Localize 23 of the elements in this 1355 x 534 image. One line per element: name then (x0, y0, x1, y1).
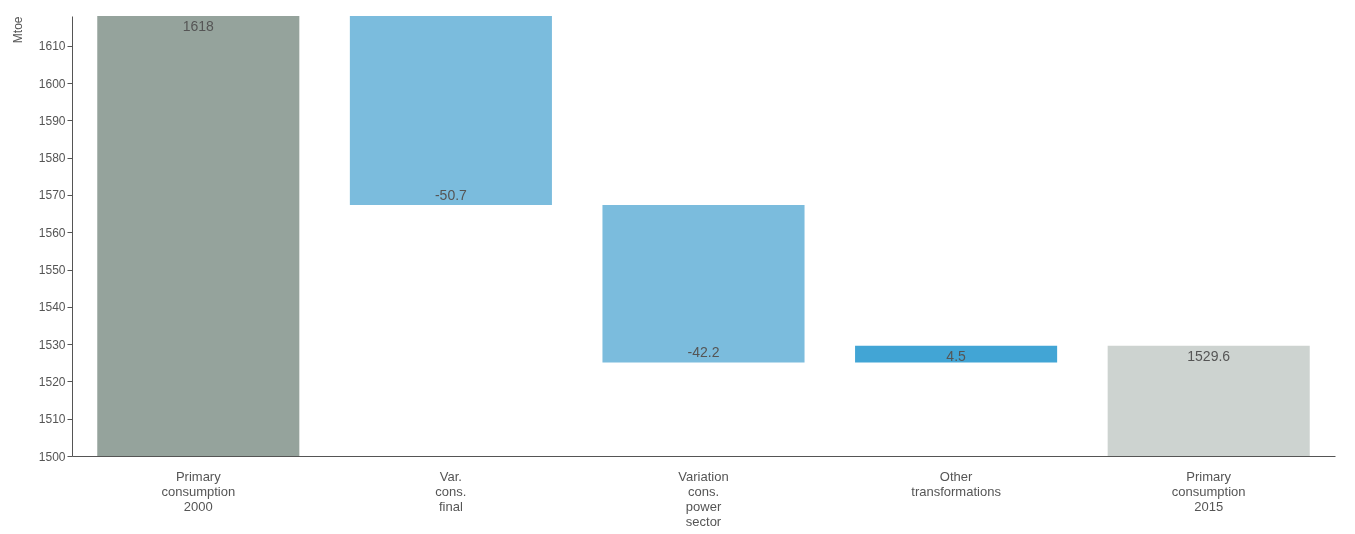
y-tick-label: 1520 (38, 374, 66, 389)
x-tick-label: Variation cons. power sector (678, 468, 729, 529)
y-tick-label: 1500 (38, 449, 66, 464)
x-tick-label: Var. cons. final (435, 468, 467, 514)
data-label: 1529.6 (1187, 347, 1231, 364)
data-label: -42.2 (687, 344, 720, 361)
data-label: -50.7 (434, 187, 468, 204)
data-label: 1618 (182, 18, 215, 34)
x-tick-label: Other transformations (911, 468, 1002, 499)
y-tick-label: 1590 (38, 113, 66, 128)
y-tick-label: 1540 (38, 300, 66, 315)
y-tick-label: 1580 (38, 151, 66, 166)
x-tick-label: Primary consumption 2015 (1171, 468, 1246, 514)
y-tick-label: 1510 (38, 412, 66, 427)
y-tick-label: 1570 (38, 188, 66, 203)
y-tick-label: 1600 (38, 76, 66, 91)
y-tick-label: 1610 (38, 39, 66, 54)
y-tick-label: 1530 (38, 337, 66, 352)
data-label: 4.5 (946, 347, 967, 364)
x-tick-label: Primary consumption 2000 (161, 468, 236, 514)
y-tick-label: 1550 (38, 263, 66, 278)
y-tick-label: 1560 (38, 225, 66, 240)
y-axis-title: Mtoe (10, 16, 25, 44)
